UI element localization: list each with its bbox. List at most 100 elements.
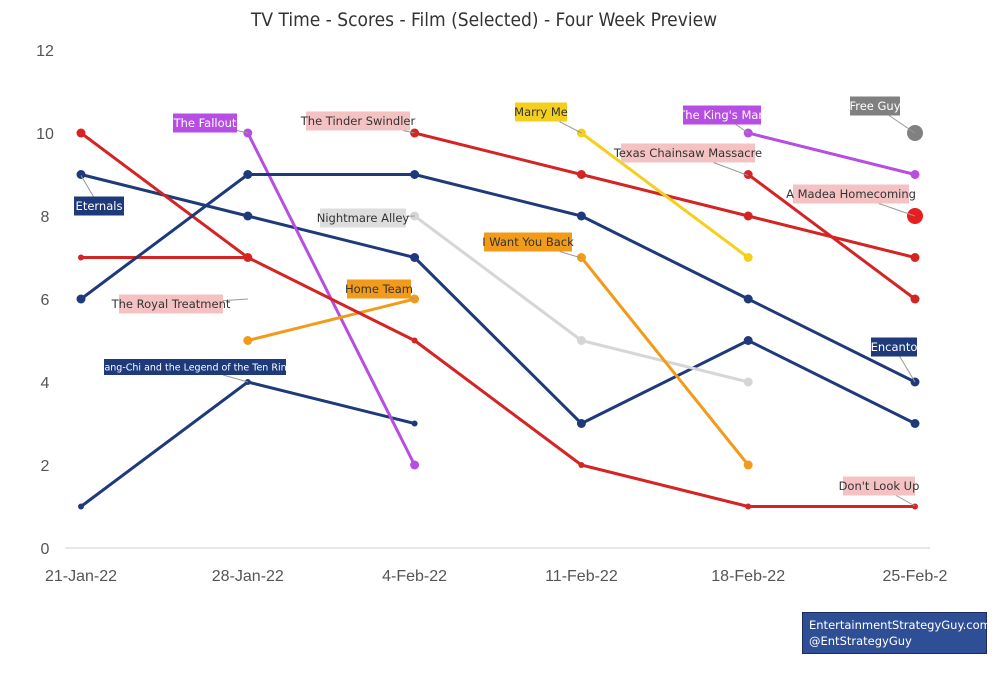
data-point	[743, 377, 753, 387]
series-path	[79, 256, 917, 508]
data-point	[410, 253, 420, 262]
label-leader-line	[899, 356, 916, 383]
data-point	[576, 336, 586, 345]
series-line	[410, 211, 753, 387]
series-path	[79, 173, 917, 425]
series-label-text: Shang-Chi and the Legend of the Ten Ring…	[92, 363, 297, 374]
data-point	[243, 211, 253, 221]
series-path	[413, 214, 750, 384]
y-tick-label: 4	[41, 375, 50, 392]
label-leader-line	[80, 175, 94, 197]
label-box	[871, 337, 917, 357]
series-label: Home Team	[345, 279, 415, 300]
y-tick-label: 2	[41, 458, 50, 475]
data-point	[743, 253, 753, 262]
data-point	[410, 170, 420, 179]
x-tick-label: 18-Feb-22	[711, 568, 785, 585]
label-leader-line	[223, 374, 248, 383]
series-label: Eternals	[74, 175, 124, 216]
series-label: Encanto	[871, 337, 917, 383]
x-tick-label: 4-Feb-22	[382, 568, 447, 585]
series-label: I Want You Back	[482, 232, 582, 259]
series-label: Shang-Chi and the Legend of the Ten Ring…	[92, 359, 298, 383]
series-label-text: Nightmare Alley	[317, 211, 410, 225]
label-leader-line	[888, 115, 916, 134]
series-label: Texas Chainsaw Massacre	[613, 143, 762, 176]
series-path	[79, 173, 917, 384]
data-point	[243, 336, 253, 345]
y-tick-label: 6	[41, 292, 50, 309]
series-line	[243, 294, 420, 345]
y-tick-label: 12	[36, 43, 54, 60]
label-box	[843, 476, 915, 496]
data-point	[743, 211, 753, 221]
series-label-text: I Want You Back	[482, 235, 574, 249]
series-path	[746, 131, 917, 176]
series-label-text: The Tinder Swindler	[300, 114, 416, 128]
series-label-text: Texas Chainsaw Massacre	[613, 146, 762, 160]
y-axis: 0 2 4 6 8 10 12	[36, 43, 54, 558]
data-point	[576, 211, 586, 221]
label-box	[320, 208, 406, 228]
data-point	[910, 253, 920, 262]
label-box	[621, 143, 755, 163]
label-leader-line	[895, 495, 916, 507]
data-point	[578, 462, 585, 468]
data-point	[910, 170, 920, 179]
x-axis: 21-Jan-22 28-Jan-22 4-Feb-22 11-Feb-22 18-Fe…	[45, 568, 948, 585]
series-line	[76, 170, 920, 428]
label-box	[484, 232, 572, 252]
series-label: Free Guy	[849, 96, 916, 134]
label-leader-line	[410, 297, 415, 300]
data-point	[411, 420, 418, 427]
series-label-text: The Fallout	[173, 116, 237, 130]
y-tick-label: 10	[36, 126, 54, 143]
series-line	[576, 253, 753, 470]
series-label: The Royal Treatment	[111, 294, 248, 314]
data-point	[576, 170, 586, 179]
data-point	[743, 170, 753, 179]
label-box	[173, 113, 237, 133]
y-tick-label: 0	[41, 541, 50, 558]
label-leader-line	[402, 130, 415, 134]
data-point	[410, 460, 420, 470]
series-line	[743, 170, 920, 304]
y-tick-label: 8	[41, 209, 50, 226]
credit-handle: @EntStrategyGuy	[809, 634, 912, 648]
series-label-text: The Royal Treatment	[111, 297, 231, 311]
label-leader-line	[236, 129, 248, 134]
label-leader-line	[222, 298, 248, 302]
data-point	[411, 337, 418, 344]
data-point	[576, 419, 586, 428]
series-line	[76, 128, 253, 262]
label-layer: Eternals The Fallout The Tinder Swindler Ni…	[74, 96, 919, 507]
data-point	[910, 294, 920, 304]
label-box	[347, 279, 411, 299]
x-tick-label: 21-Jan-22	[45, 568, 117, 585]
data-point	[78, 254, 84, 261]
series-line	[743, 128, 920, 179]
data-point	[76, 128, 86, 138]
label-leader-line	[559, 251, 582, 259]
data-point	[244, 254, 251, 261]
data-point	[76, 294, 86, 304]
x-tick-label: 11-Feb-22	[545, 568, 618, 585]
credit-box: EntertainmentStrategyGuy.com @EntStrateg…	[802, 612, 991, 654]
data-point	[743, 460, 753, 470]
series-label-text: A Madea Homecoming	[786, 187, 916, 201]
label-leader-line	[735, 124, 749, 134]
series-label-text: Free Guy	[849, 99, 900, 113]
series-label-text: The King's Man	[677, 108, 765, 122]
data-point	[243, 170, 253, 179]
label-box	[515, 102, 567, 122]
series-line	[76, 170, 920, 387]
x-tick-label: 28-Jan-22	[212, 568, 284, 585]
series-line	[78, 379, 418, 510]
label-leader-line	[559, 121, 582, 134]
label-box	[119, 294, 223, 314]
series-label: Marry Me	[514, 102, 582, 134]
data-point	[910, 419, 920, 428]
series-label-text: Eternals	[76, 199, 123, 213]
label-box	[850, 96, 900, 116]
